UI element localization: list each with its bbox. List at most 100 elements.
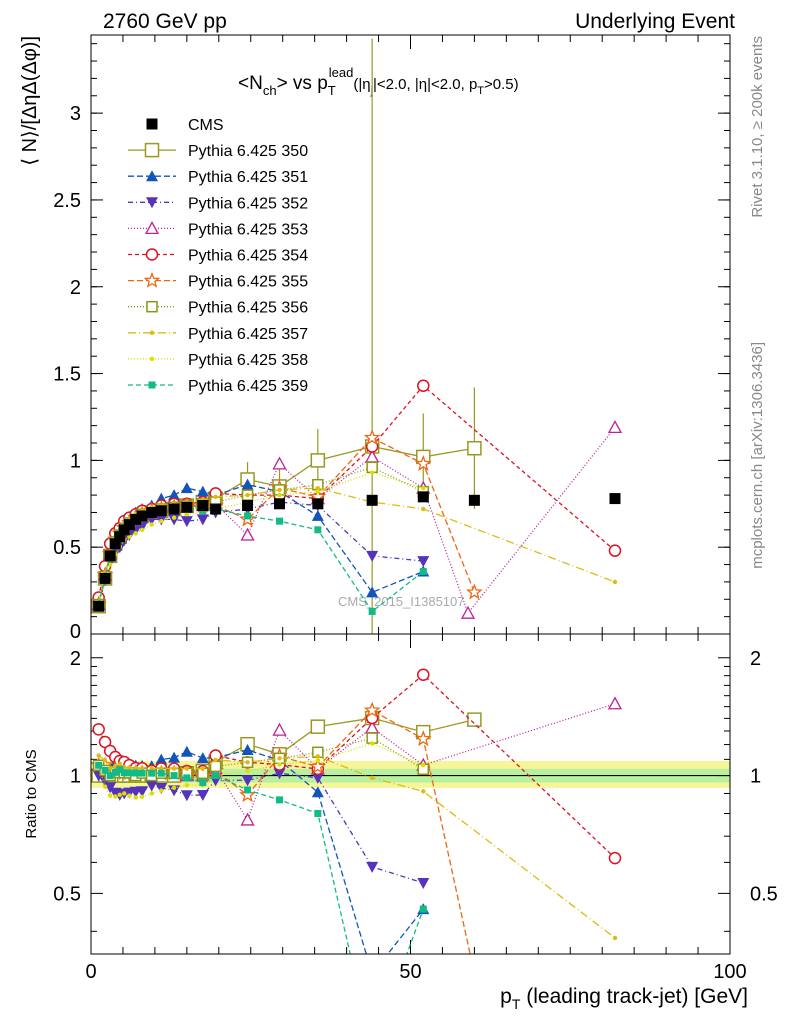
legend-label: Pythia 6.425 350 (188, 143, 308, 160)
series-marker (421, 485, 426, 491)
data-marker (130, 513, 142, 525)
series-marker (460, 605, 476, 619)
ratio-marker (276, 796, 284, 804)
chart-marks: 0.5 1 1.5 2 2.5 3 0 0.5 0.5 1 1 2 2 0 50 100 CMS Pythia 6… (53, 35, 778, 983)
ratio-marker (369, 775, 375, 780)
ratio-line (98, 742, 424, 799)
data-marker (136, 510, 148, 522)
ratio-marker (245, 760, 250, 765)
ratio-marker (240, 812, 255, 826)
y-tick-label: 2.5 (53, 190, 81, 212)
ratio-plot-area (91, 668, 623, 980)
series-marker (607, 420, 623, 434)
legend-label: Pythia 6.425 358 (188, 352, 308, 369)
series-marker (107, 562, 113, 567)
series-marker (277, 492, 282, 498)
data-marker (146, 506, 158, 518)
ratio-marker (102, 784, 108, 789)
ratio-marker (116, 766, 124, 774)
ratio-line (98, 673, 616, 859)
ratio-marker (157, 769, 165, 777)
ratio-marker (139, 794, 145, 800)
legend-marker (143, 271, 161, 288)
series-marker (133, 531, 138, 536)
data-marker (197, 500, 209, 512)
data-marker (312, 498, 324, 510)
series-marker (369, 470, 375, 475)
x-axis-label: pT (leading track-jet) [GeV] (500, 985, 748, 1012)
rivet-label: Rivet 3.1.10, ≥ 200k events (749, 36, 766, 218)
ratio-marker (159, 788, 164, 793)
series-marker (127, 534, 132, 539)
ratio-marker (159, 766, 164, 771)
series-marker (608, 544, 622, 557)
series-marker (612, 579, 618, 585)
ratio-marker (133, 765, 138, 771)
ratio-marker (184, 766, 190, 771)
ratio-marker (125, 769, 133, 777)
series-marker (245, 492, 250, 498)
ratio-marker (136, 786, 149, 798)
legend-marker (146, 170, 158, 182)
ratio-marker (612, 935, 618, 941)
legend-marker-cms (146, 118, 158, 130)
ratio-marker (309, 757, 327, 774)
data-marker (93, 600, 105, 612)
ratio-marker (117, 792, 122, 798)
data-marker (181, 501, 193, 513)
data-marker (417, 491, 429, 503)
y-tick-label: 1.5 (53, 364, 81, 386)
ratio-y-tick-label-right: 0.5 (750, 883, 778, 905)
ratio-marker (467, 712, 482, 727)
series-marker (272, 456, 287, 470)
ratio-y-tick-label: 1 (70, 766, 81, 788)
series-marker (168, 514, 181, 526)
ratio-marker (417, 668, 430, 681)
ratio-marker (200, 766, 206, 772)
x-tick-label: 50 (399, 961, 421, 983)
ratio-marker (148, 769, 156, 777)
ratio-marker (168, 751, 181, 763)
ratio-marker (113, 794, 118, 799)
ratio-y-tick-label-right: 1 (750, 766, 761, 788)
series-marker (159, 518, 164, 524)
main-plot-area (91, 38, 623, 634)
ratio-marker (244, 786, 252, 794)
legend-label: Pythia 6.425 359 (188, 378, 308, 395)
legend-marker (146, 300, 158, 313)
ratio-marker (213, 757, 218, 762)
ratio-marker (366, 968, 378, 979)
series-marker (417, 379, 430, 392)
ratio-marker (95, 761, 103, 769)
ratio-marker (212, 772, 220, 780)
y-tick-label: 0.5 (53, 537, 81, 559)
ratio-marker (277, 762, 282, 767)
ratio-line (98, 755, 616, 939)
legend-label: CMS (188, 117, 224, 134)
data-marker (210, 503, 222, 515)
ratio-marker (184, 782, 190, 788)
ratio-marker (102, 758, 108, 763)
series-marker (414, 454, 432, 471)
ratio-marker (196, 752, 209, 764)
data-marker (366, 494, 378, 506)
ratio-marker (468, 967, 481, 980)
legend-marker (149, 356, 155, 362)
legend-marker (149, 330, 155, 335)
ratio-marker (369, 741, 375, 746)
x-tick-label: 100 (713, 961, 746, 983)
ratio-marker (363, 701, 381, 718)
ratio-marker (107, 765, 113, 771)
data-marker (609, 493, 621, 505)
ratio-marker (145, 780, 158, 792)
series-marker (139, 527, 145, 533)
ratio-marker (272, 722, 287, 736)
ratio-marker (607, 696, 623, 710)
ratio-marker (96, 753, 101, 758)
ratio-marker (314, 809, 322, 817)
series-marker (196, 485, 209, 497)
ratio-y-axis-label: Ratio to CMS (23, 749, 40, 838)
ratio-marker (183, 774, 191, 782)
legend-label: Pythia 6.425 352 (188, 195, 308, 212)
data-marker (242, 500, 254, 512)
